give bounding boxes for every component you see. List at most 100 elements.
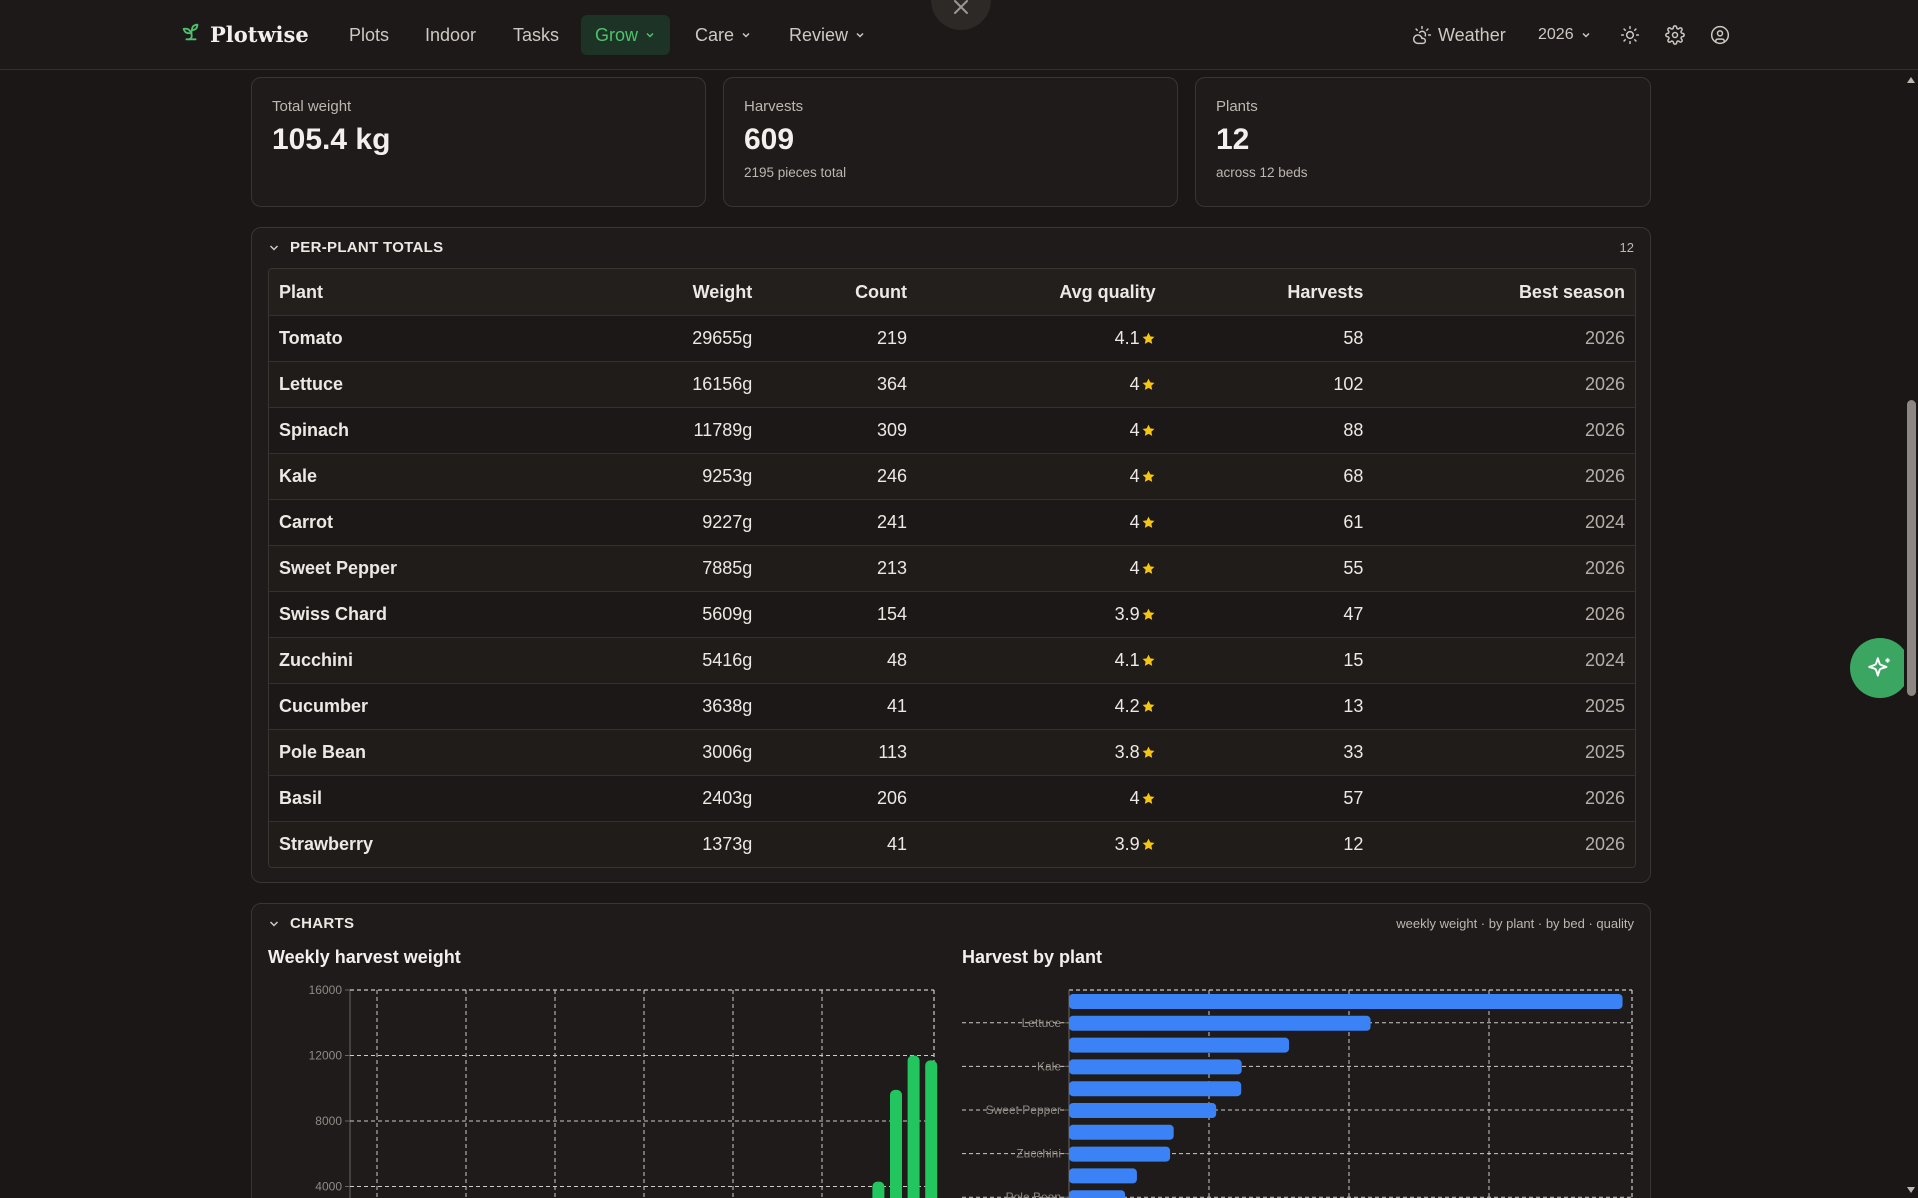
cell-best-season: 2026 [1584, 328, 1625, 348]
cell-plant: Zucchini [279, 650, 354, 670]
y-tick-label: Pole Bean [1006, 1190, 1061, 1198]
star-icon [1142, 470, 1155, 482]
assistant-fab[interactable] [1850, 638, 1910, 698]
table-row[interactable]: Cucumber 3638g 41 4.2 13 2025 [269, 683, 1635, 729]
star-icon [1142, 608, 1155, 620]
nav-review[interactable]: Review [775, 15, 880, 55]
table-row[interactable]: Sweet Pepper 7885g 213 4 55 2026 [269, 545, 1635, 591]
quality-value: 4 [1129, 788, 1140, 808]
year-select[interactable]: 2026 [1538, 15, 1592, 55]
weekly-harvest-chart: 4000 8000 12000 16000 [309, 983, 938, 1198]
star-icon [1142, 332, 1155, 344]
scrollbar-thumb[interactable] [1907, 400, 1916, 696]
stat-sub: across 12 beds [1216, 165, 1308, 180]
plant-bar[interactable] [1069, 1059, 1242, 1075]
table-row[interactable]: Tomato 29655g 219 4.1 58 2026 [269, 315, 1635, 361]
plant-chart-title: Harvest by plant [962, 947, 1103, 967]
weekly-bar[interactable] [890, 1089, 902, 1198]
plot-frame [349, 989, 935, 1198]
panel-title: PER-PLANT TOTALS [290, 239, 444, 256]
quality-value: 4.1 [1114, 328, 1140, 348]
weekly-bar[interactable] [872, 1181, 885, 1198]
table-row[interactable]: Lettuce 16156g 364 4 102 2026 [269, 361, 1635, 407]
cell-weight: 7885g [702, 558, 753, 578]
star-icon [1142, 516, 1155, 528]
cell-avg-quality: 4 [917, 558, 1166, 579]
col-plant[interactable]: Plant [279, 281, 324, 302]
settings-button[interactable] [1665, 15, 1685, 55]
nav-grow-label: Grow [595, 24, 639, 45]
cell-count: 41 [887, 696, 908, 716]
y-tick-label: 4000 [315, 1180, 342, 1194]
cell-weight: 9227g [702, 512, 753, 532]
cell-plant: Strawberry [279, 834, 374, 854]
table-row[interactable]: Kale 9253g 246 4 68 2026 [269, 453, 1635, 499]
table-header: Plant Weight Count Avg quality Harvests … [269, 269, 1635, 315]
nav-tasks[interactable]: Tasks [499, 15, 573, 55]
nav-care[interactable]: Care [681, 15, 766, 55]
cell-avg-quality: 4.2 [917, 696, 1166, 717]
cell-count: 246 [877, 466, 908, 486]
col-count[interactable]: Count [855, 281, 908, 302]
cell-count: 219 [877, 328, 908, 348]
sun-cloud-icon [1412, 25, 1432, 45]
cell-best-season: 2026 [1584, 466, 1625, 486]
table-row[interactable]: Zucchini 5416g 48 4.1 15 2024 [269, 637, 1635, 683]
table-row[interactable]: Strawberry 1373g 41 3.9 12 2026 [269, 821, 1635, 867]
weather-button[interactable]: Weather [1412, 15, 1506, 55]
cell-plant: Basil [279, 788, 323, 808]
plant-bar[interactable] [1069, 1015, 1371, 1031]
nav-tasks-label: Tasks [513, 24, 560, 45]
col-harvests[interactable]: Harvests [1287, 281, 1364, 302]
charts-toggle[interactable]: CHARTS [268, 915, 354, 932]
plant-bar[interactable] [1069, 1081, 1242, 1097]
quality-value: 4.2 [1114, 696, 1140, 716]
plant-bar[interactable] [1069, 1168, 1137, 1184]
cell-weight: 16156g [692, 374, 753, 394]
y-tick-label: 16000 [309, 983, 343, 997]
weekly-bar[interactable] [907, 1055, 920, 1198]
chevron-down-icon [269, 920, 279, 927]
per-plant-toggle[interactable]: PER-PLANT TOTALS [268, 239, 443, 256]
cell-harvests: 57 [1343, 788, 1364, 808]
plant-bar[interactable] [1069, 1190, 1126, 1198]
brand[interactable]: Plotwise [180, 21, 309, 48]
nav-review-label: Review [789, 24, 849, 45]
nav-indoor[interactable]: Indoor [411, 15, 490, 55]
plant-bar[interactable] [1069, 1037, 1290, 1053]
quality-value: 4.1 [1114, 650, 1140, 670]
account-button[interactable] [1710, 15, 1730, 55]
table-row[interactable]: Basil 2403g 206 4 57 2026 [269, 775, 1635, 821]
table-row[interactable]: Carrot 9227g 241 4 61 2024 [269, 499, 1635, 545]
plant-bar[interactable] [1069, 994, 1623, 1009]
col-weight[interactable]: Weight [692, 281, 753, 302]
table-row[interactable]: Spinach 11789g 309 4 88 2026 [269, 407, 1635, 453]
cell-avg-quality: 4.1 [917, 650, 1166, 671]
cell-weight: 11789g [693, 420, 753, 440]
table-row[interactable]: Swiss Chard 5609g 154 3.9 47 2026 [269, 591, 1635, 637]
weekly-bar[interactable] [925, 1060, 938, 1198]
col-avg-quality[interactable]: Avg quality [1059, 281, 1156, 302]
scroll-down-icon [1907, 1187, 1915, 1193]
nav-plots[interactable]: Plots [335, 15, 403, 55]
cell-weight: 9253g [702, 466, 753, 486]
user-circle-icon [1710, 25, 1730, 45]
cell-plant: Cucumber [279, 696, 369, 716]
plant-bar[interactable] [1069, 1146, 1171, 1162]
stat-label: Plants [1216, 98, 1258, 115]
weekly-chart-title: Weekly harvest weight [268, 947, 461, 967]
plant-bar[interactable] [1069, 1103, 1217, 1118]
table-row[interactable]: Pole Bean 3006g 113 3.8 33 2025 [269, 729, 1635, 775]
nav-grow[interactable]: Grow [581, 15, 671, 55]
quality-value: 4 [1129, 420, 1140, 440]
col-best-season[interactable]: Best season [1518, 281, 1625, 302]
page-scrollbar[interactable] [1904, 70, 1918, 1198]
harvest-by-plant-chart: Lettuce Kale Sweet Pepper Zucchini Pole Bean [962, 989, 1633, 1198]
nav-plots-label: Plots [349, 24, 390, 45]
plant-bar[interactable] [1069, 1124, 1174, 1140]
quality-value: 3.9 [1114, 834, 1140, 854]
y-tick-label: Kale [1037, 1059, 1061, 1073]
cell-best-season: 2025 [1584, 742, 1625, 762]
chevron-down-icon [1582, 32, 1590, 38]
theme-toggle[interactable] [1620, 15, 1640, 55]
